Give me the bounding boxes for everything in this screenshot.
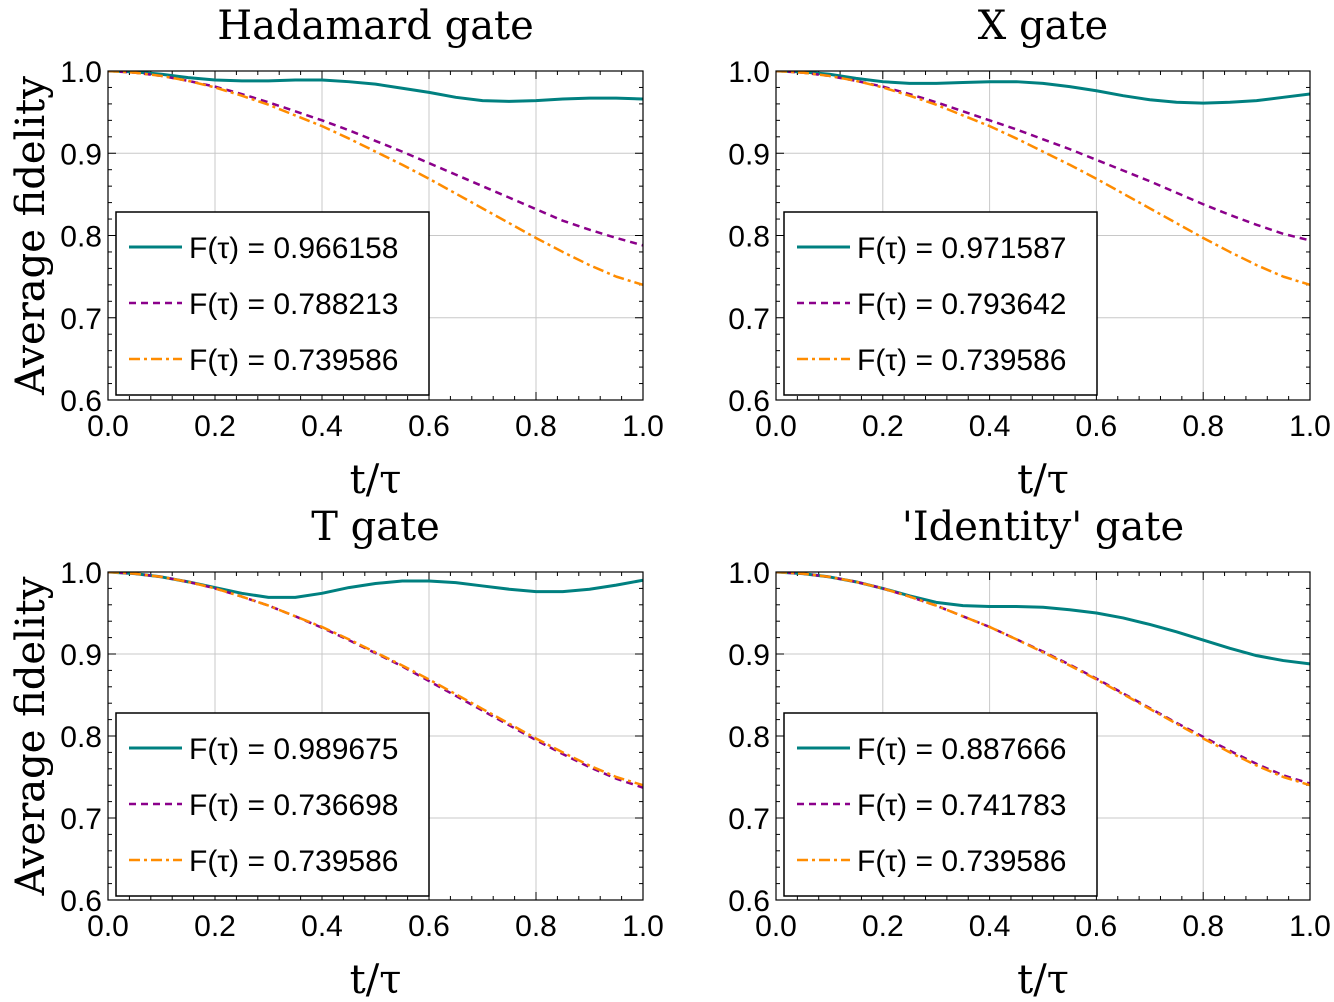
- chart-panel-2: X gate 0.0 0.2 0.4 0.6 0.8 1.0 0.6 0.7 0.8 0.9 1.0 t…: [8, 3, 1331, 503]
- y-axis-label: Average fidelity: [8, 76, 54, 396]
- plot-frame: [775, 70, 1311, 401]
- x-tick-label: 0.2: [194, 910, 236, 943]
- series-line-1: [108, 71, 643, 103]
- legend: F(τ) = 0.989675 F(τ) = 0.736698 F(τ) = 0.7…: [115, 712, 430, 897]
- plot-frame: [107, 70, 644, 401]
- legend-label-1: F(τ) = 0.887666: [857, 733, 1066, 766]
- y-tick-label: 0.9: [728, 138, 770, 171]
- y-tick-label: 0.8: [728, 221, 770, 254]
- y-tick-label: 0.7: [60, 803, 102, 836]
- y-tick-label: 1.0: [60, 557, 102, 590]
- y-tick-label: 0.9: [60, 639, 102, 672]
- y-tick-label: 1.0: [728, 557, 770, 590]
- chart-panel-3: T gate 0.0 0.2 0.4 0.6 0.8 1.0 0.6 0.7 0.8 0.9 1.0 t…: [8, 504, 664, 1002]
- plot-frame: [107, 571, 644, 901]
- x-tick-label: 1.0: [622, 910, 664, 943]
- x-axis-label: t/τ: [1017, 457, 1069, 503]
- x-tick-label: 0.0: [87, 910, 129, 943]
- plot-frame: [775, 571, 1311, 901]
- x-tick-label: 0.6: [408, 910, 450, 943]
- x-tick-label: 0.0: [755, 410, 797, 443]
- x-tick-label: 0.0: [755, 910, 797, 943]
- chart-panel-4: 'Identity' gate 0.0 0.2 0.4 0.6 0.8 1.0 0.6 0.7 0…: [8, 504, 1331, 1002]
- legend-label-1: F(τ) = 0.971587: [857, 232, 1066, 265]
- legend-label-2: F(τ) = 0.788213: [189, 288, 398, 321]
- x-tick-label: 0.4: [301, 910, 343, 943]
- y-tick-label: 0.7: [728, 303, 770, 336]
- chart-title: 'Identity' gate: [902, 504, 1184, 550]
- series-group: [108, 572, 643, 789]
- series-line-3: [108, 71, 643, 287]
- chart-title: T gate: [311, 504, 440, 550]
- x-tick-label: 0.6: [1076, 410, 1118, 443]
- x-tick-label: 1.0: [622, 410, 664, 443]
- x-tick-label: 1.0: [1289, 410, 1331, 443]
- legend: F(τ) = 0.887666 F(τ) = 0.741783 F(τ) = 0.7…: [783, 712, 1098, 897]
- x-tick-label: 0.2: [194, 410, 236, 443]
- y-tick-label: 0.7: [60, 303, 102, 336]
- chart-title: Hadamard gate: [217, 3, 534, 49]
- series-line-1: [776, 71, 1310, 105]
- legend-label-1: F(τ) = 0.966158: [189, 232, 398, 265]
- x-axis-label: t/τ: [1017, 957, 1069, 1002]
- x-tick-label: 1.0: [1289, 910, 1331, 943]
- x-tick-label: 0.8: [515, 410, 557, 443]
- series-group: [776, 71, 1310, 287]
- y-tick-label: 1.0: [60, 56, 102, 89]
- series-line-1: [776, 572, 1310, 666]
- x-tick-label: 0.0: [87, 410, 129, 443]
- x-tick-label: 0.4: [969, 910, 1011, 943]
- y-tick-label: 0.6: [60, 385, 102, 418]
- x-tick-label: 0.8: [515, 910, 557, 943]
- x-tick-label: 0.8: [1182, 410, 1224, 443]
- series-group: [776, 572, 1310, 787]
- legend-label-2: F(τ) = 0.793642: [857, 288, 1066, 321]
- x-axis-label: t/τ: [350, 957, 402, 1002]
- legend-label-2: F(τ) = 0.741783: [857, 789, 1066, 822]
- legend-label-3: F(τ) = 0.739586: [189, 845, 398, 878]
- y-tick-label: 0.6: [728, 885, 770, 918]
- y-tick-label: 0.9: [60, 138, 102, 171]
- y-tick-label: 0.8: [60, 721, 102, 754]
- series-line-3: [108, 572, 643, 787]
- series-line-1: [108, 572, 643, 599]
- legend-label-2: F(τ) = 0.736698: [189, 789, 398, 822]
- y-tick-label: 0.8: [60, 221, 102, 254]
- x-tick-label: 0.6: [1076, 910, 1118, 943]
- x-tick-label: 0.4: [301, 410, 343, 443]
- y-tick-label: 0.6: [60, 885, 102, 918]
- y-axis-label: Average fidelity: [8, 576, 54, 896]
- legend-box: [783, 712, 1098, 897]
- x-tick-label: 0.2: [862, 910, 904, 943]
- legend: F(τ) = 0.971587 F(τ) = 0.793642 F(τ) = 0.7…: [783, 211, 1098, 396]
- series-line-3: [776, 572, 1310, 787]
- series-line-3: [776, 71, 1310, 287]
- legend-label-1: F(τ) = 0.989675: [189, 733, 398, 766]
- legend: F(τ) = 0.966158 F(τ) = 0.788213 F(τ) = 0.7…: [115, 211, 430, 396]
- legend-label-3: F(τ) = 0.739586: [857, 845, 1066, 878]
- series-group: [108, 71, 643, 287]
- legend-box: [115, 712, 430, 897]
- x-tick-label: 0.8: [1182, 910, 1224, 943]
- chart-title: X gate: [978, 3, 1108, 49]
- y-tick-label: 1.0: [728, 56, 770, 89]
- y-tick-label: 0.9: [728, 639, 770, 672]
- x-axis-label: t/τ: [350, 457, 402, 503]
- y-axis-label: Average fidelity: [8, 76, 54, 396]
- x-tick-label: 0.2: [862, 410, 904, 443]
- legend-label-3: F(τ) = 0.739586: [189, 344, 398, 377]
- y-tick-label: 0.7: [728, 803, 770, 836]
- x-tick-label: 0.6: [408, 410, 450, 443]
- y-tick-label: 0.8: [728, 721, 770, 754]
- x-tick-label: 0.4: [969, 410, 1011, 443]
- y-axis-label: Average fidelity: [8, 576, 54, 896]
- y-tick-label: 0.6: [728, 385, 770, 418]
- legend-label-3: F(τ) = 0.739586: [857, 344, 1066, 377]
- chart-panel-1: Hadamard gate 0.0 0.2 0.4 0.6 0.8 1.0 0.6 0.7 0.8…: [8, 3, 664, 503]
